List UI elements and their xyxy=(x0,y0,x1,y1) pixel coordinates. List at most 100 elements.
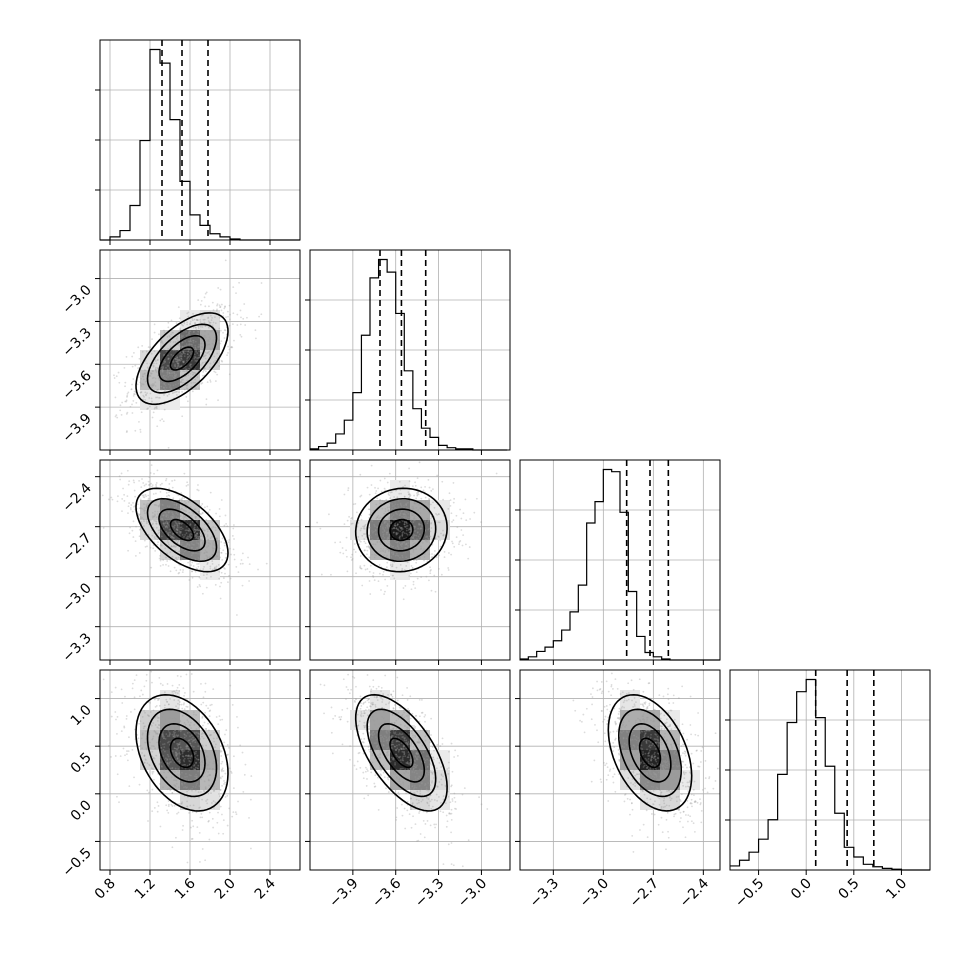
scatter-point xyxy=(390,756,393,759)
scatter-point xyxy=(349,758,351,761)
scatter-point xyxy=(461,865,464,868)
scatter-point xyxy=(404,725,406,727)
scatter-point xyxy=(428,780,431,782)
scatter-point xyxy=(417,741,420,744)
scatter-point xyxy=(157,698,160,701)
scatter-point xyxy=(385,521,387,523)
scatter-point xyxy=(191,345,193,348)
scatter-point xyxy=(431,773,434,775)
scatter-point xyxy=(396,544,399,546)
scatter-point xyxy=(379,773,382,776)
scatter-point xyxy=(190,754,193,757)
scatter-point xyxy=(181,749,183,752)
scatter-point xyxy=(157,377,160,380)
scatter-point xyxy=(197,346,199,348)
scatter-point xyxy=(473,511,476,514)
scatter-point xyxy=(196,767,199,769)
scatter-point xyxy=(383,554,385,557)
scatter-point xyxy=(412,734,414,737)
scatter-point xyxy=(145,730,148,733)
scatter-point xyxy=(385,736,388,739)
scatter-point xyxy=(209,537,212,540)
scatter-point xyxy=(214,529,217,532)
scatter-point xyxy=(175,360,178,363)
scatter-point xyxy=(371,761,374,764)
scatter-point xyxy=(374,704,377,706)
scatter-point xyxy=(174,784,177,787)
scatter-point xyxy=(412,736,414,739)
scatter-point xyxy=(187,748,190,751)
scatter-point xyxy=(175,753,178,756)
scatter-point xyxy=(139,428,142,431)
scatter-point xyxy=(148,731,151,734)
scatter-point xyxy=(145,374,148,377)
scatter-point xyxy=(642,705,645,708)
scatter-point xyxy=(186,344,188,347)
scatter-point xyxy=(399,544,402,547)
scatter-point xyxy=(194,347,197,350)
scatter-point xyxy=(440,766,443,769)
scatter-point xyxy=(176,367,179,370)
scatter-point xyxy=(395,532,398,535)
scatter-point xyxy=(163,771,165,774)
scatter-point xyxy=(387,537,390,540)
scatter-point xyxy=(413,501,416,504)
scatter-point xyxy=(128,785,131,788)
scatter-point xyxy=(223,783,225,785)
scatter-point xyxy=(166,368,169,371)
scatter-point xyxy=(215,512,217,515)
scatter-point xyxy=(151,384,154,387)
scatter-point xyxy=(179,730,182,733)
scatter-point xyxy=(178,712,181,715)
scatter-point xyxy=(402,781,405,783)
scatter-point xyxy=(174,357,177,360)
scatter-point xyxy=(202,574,205,577)
scatter-point xyxy=(401,515,403,518)
scatter-point xyxy=(161,715,164,718)
scatter-point xyxy=(419,833,422,835)
scatter-point xyxy=(180,530,182,533)
scatter-point xyxy=(172,536,175,539)
scatter-point xyxy=(166,700,168,703)
scatter-point xyxy=(198,784,201,787)
scatter-point xyxy=(146,366,149,369)
scatter-point xyxy=(161,370,164,373)
scatter-point xyxy=(145,518,148,521)
scatter-point xyxy=(404,514,407,516)
scatter-point xyxy=(153,323,156,326)
scatter-point xyxy=(150,384,153,387)
scatter-point xyxy=(391,517,393,520)
scatter-point xyxy=(414,823,417,825)
scatter-point xyxy=(216,537,218,540)
scatter-point xyxy=(219,585,221,588)
scatter-point xyxy=(394,503,397,506)
scatter-point xyxy=(203,318,206,321)
scatter-point xyxy=(208,326,210,329)
scatter-point xyxy=(428,535,431,538)
scatter-point xyxy=(342,552,345,555)
scatter-point xyxy=(184,728,187,731)
density-cell xyxy=(390,520,410,540)
scatter-point xyxy=(380,490,383,493)
scatter-point xyxy=(208,305,210,308)
scatter-point xyxy=(183,733,186,736)
scatter-point xyxy=(429,566,431,569)
scatter-point xyxy=(388,494,391,497)
scatter-point xyxy=(194,548,197,551)
scatter-point xyxy=(381,706,384,709)
scatter-point xyxy=(226,525,229,528)
scatter-point xyxy=(219,788,222,791)
scatter-point xyxy=(117,495,119,498)
scatter-point xyxy=(174,349,177,352)
scatter-point xyxy=(181,771,183,774)
scatter-point xyxy=(389,771,392,774)
scatter-point xyxy=(385,542,388,545)
scatter-point xyxy=(212,544,214,546)
scatter-point xyxy=(461,793,464,796)
scatter-point xyxy=(196,532,199,535)
scatter-point xyxy=(393,507,396,510)
scatter-point xyxy=(208,353,211,356)
scatter-point xyxy=(233,538,235,540)
scatter-point xyxy=(211,317,213,319)
scatter-point xyxy=(185,745,188,748)
